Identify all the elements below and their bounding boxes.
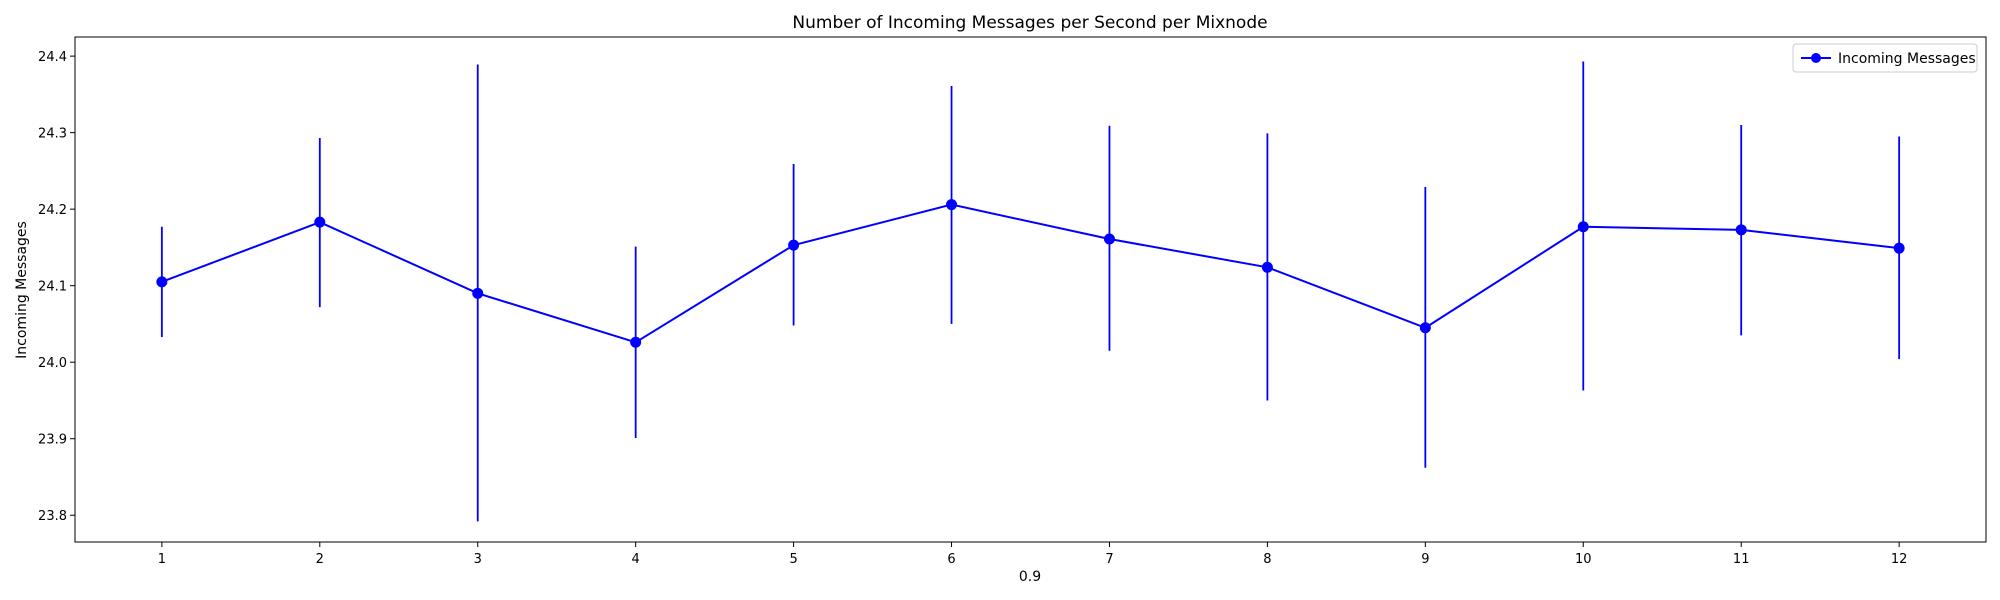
y-tick-label: 24.2 xyxy=(38,203,67,218)
y-tick-label: 24.1 xyxy=(38,280,67,295)
data-point xyxy=(1261,261,1273,273)
data-point xyxy=(314,216,326,228)
x-tick-label: 11 xyxy=(1733,552,1750,567)
data-point xyxy=(1577,221,1589,233)
x-axis-label: 0.9 xyxy=(1019,569,1041,585)
data-point xyxy=(1735,224,1747,236)
data-point xyxy=(946,199,958,211)
x-tick-label: 6 xyxy=(947,552,955,567)
y-tick-label: 23.8 xyxy=(38,509,67,524)
y-tick-label: 24.0 xyxy=(38,356,67,371)
chart-title: Number of Incoming Messages per Second p… xyxy=(792,13,1267,33)
legend: Incoming Messages xyxy=(1792,43,1978,73)
y-tick-label: 23.9 xyxy=(38,433,67,448)
data-point xyxy=(1103,233,1115,245)
series-line xyxy=(161,203,1900,344)
x-tick-label: 1 xyxy=(158,552,166,567)
x-tick-label: 8 xyxy=(1263,552,1271,567)
legend-label: Incoming Messages xyxy=(1838,51,1976,67)
x-tick-label: 5 xyxy=(789,552,797,567)
x-tick-label: 3 xyxy=(474,552,482,567)
x-tick-label: 10 xyxy=(1575,552,1592,567)
y-tick-label: 24.3 xyxy=(38,127,67,142)
data-point xyxy=(156,276,168,288)
x-tick-label: 12 xyxy=(1891,552,1908,567)
legend-marker xyxy=(1811,53,1821,63)
data-point xyxy=(472,287,484,299)
data-point xyxy=(788,239,800,251)
x-tick-label: 4 xyxy=(632,552,640,567)
axes-frame xyxy=(74,36,1987,543)
y-tick-label: 24.4 xyxy=(38,50,67,65)
data-point xyxy=(1893,242,1905,254)
x-tick-label: 2 xyxy=(316,552,324,567)
data-point xyxy=(630,336,642,348)
legend-box xyxy=(1792,43,1978,73)
y-axis-label: Incoming Messages xyxy=(14,221,30,359)
data-point xyxy=(1419,322,1431,334)
x-tick-label: 7 xyxy=(1105,552,1113,567)
x-tick-label: 9 xyxy=(1421,552,1429,567)
plot-area: 1 2 3 4 5 6 7 8 9 10 11 1223.823.924.024.124.224.32… xyxy=(38,36,1987,567)
